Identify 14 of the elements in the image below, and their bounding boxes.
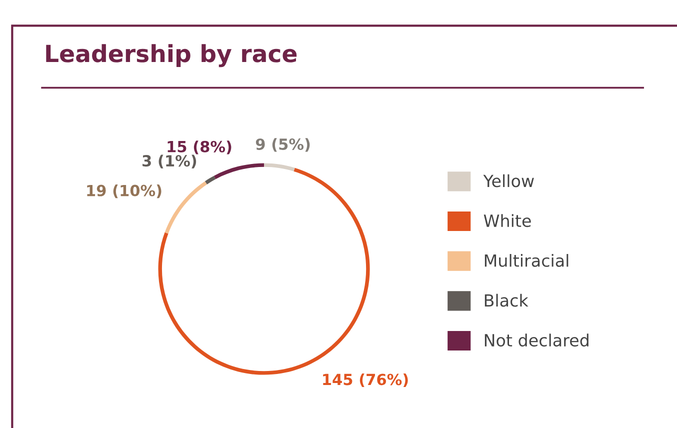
- data-label: 15 (8%): [168, 140, 232, 154]
- donut-slice: [204, 176, 216, 184]
- legend-label: Not declared: [484, 334, 588, 347]
- legend-label: Black: [484, 294, 528, 307]
- chart-title: Leadership by race: [46, 44, 297, 68]
- data-label: 145 (76%): [323, 373, 408, 388]
- data-label: 19 (10%): [87, 184, 162, 198]
- legend-label: White: [484, 214, 531, 228]
- legend-label: Multiracial: [484, 254, 568, 267]
- donut-slice: [214, 163, 264, 180]
- legend-label: Yellow: [483, 174, 534, 188]
- donut-slice: [164, 181, 208, 234]
- data-label: 9 (5%): [256, 138, 310, 152]
- data-label: 3 (1%): [142, 154, 196, 168]
